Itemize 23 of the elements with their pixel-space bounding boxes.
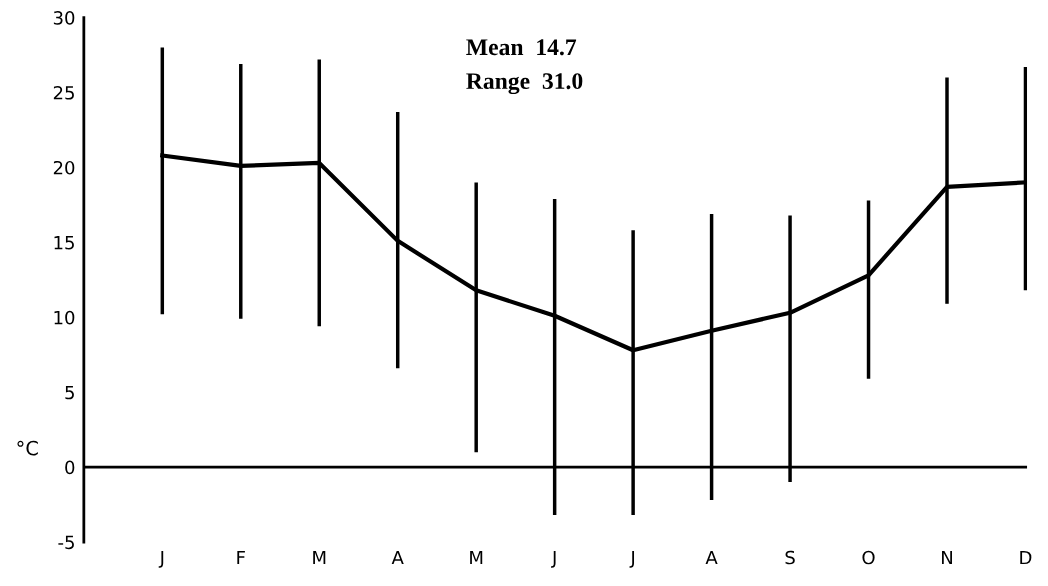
x-tick-label: D (1020, 550, 1032, 565)
x-tick-label: N (942, 550, 952, 565)
y-tick-label: 10 (54, 310, 75, 325)
y-tick-label: 20 (53, 160, 75, 175)
x-tick-label: O (862, 550, 875, 565)
y-tick-label: 5 (65, 385, 74, 400)
y-tick-label: 30 (53, 11, 75, 25)
annotation: Range 31.0 (466, 73, 583, 95)
x-tick-label: J (158, 550, 164, 568)
y-tick-label: 25 (53, 85, 74, 100)
x-tick-label: A (391, 550, 404, 565)
x-tick-label: M (470, 550, 483, 565)
x-tick-label: J (551, 550, 556, 568)
annotation: Mean 14.7 (466, 39, 577, 56)
x-tick-label: S (785, 550, 795, 565)
y-tick-label: -5 (58, 535, 74, 550)
x-tick-label: A (705, 550, 718, 565)
y-tick-label: 0 (65, 460, 75, 475)
x-tick-label: M (313, 550, 326, 565)
x-tick-label: J (629, 550, 635, 568)
y-axis-title: °C (17, 440, 38, 456)
y-tick-label: 15 (54, 236, 74, 250)
x-tick-label: F (237, 550, 245, 565)
